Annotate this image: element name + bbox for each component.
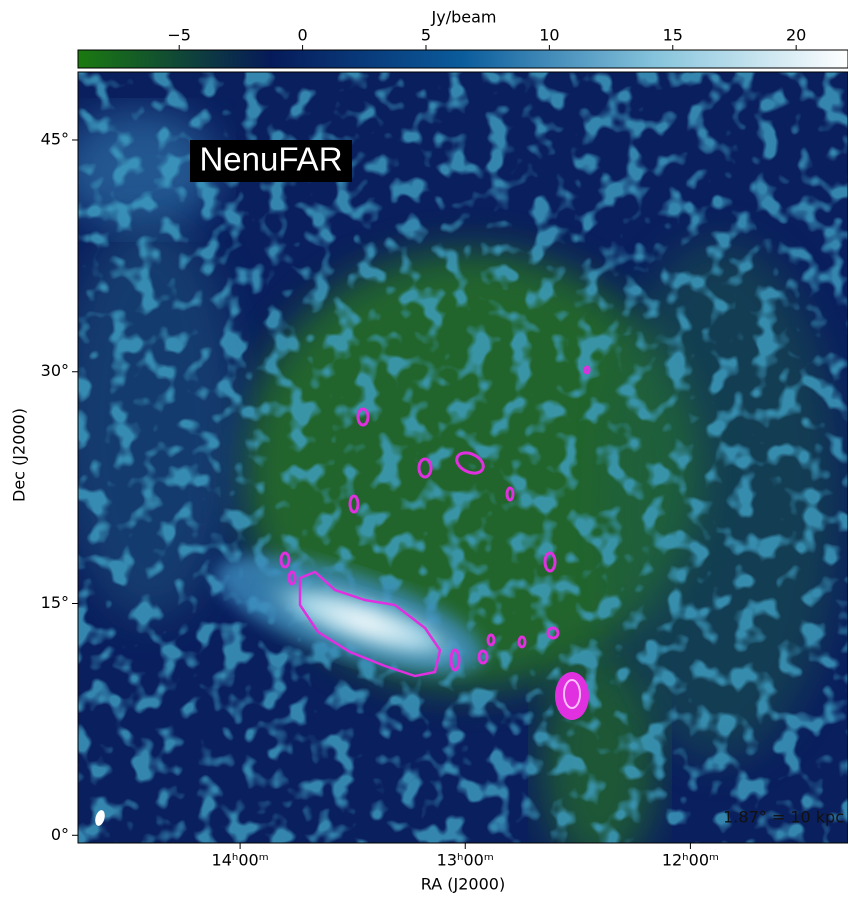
colorbar-label: Jy/beam — [431, 8, 497, 27]
colorbar-tick-label: 0 — [297, 26, 307, 45]
annotation: NenuFAR — [199, 141, 342, 178]
chart: Jy/beam NenuFAR 1.87° = 10 kpc RA (J2000… — [0, 0, 848, 898]
colorbar-tick-label: 5 — [421, 26, 431, 45]
x-axis-label: RA (J2000) — [421, 875, 505, 894]
colorbar-tick-label: 20 — [786, 26, 806, 45]
colorbar-tick-label: −5 — [167, 26, 191, 45]
x-tick-label: 13ʰ00ᵐ — [437, 851, 494, 870]
y-tick-label: 45° — [41, 129, 69, 148]
y-tick-label: 15° — [41, 593, 69, 612]
colorbar — [78, 50, 848, 68]
sky-image — [60, 72, 848, 870]
y-tick-label: 0° — [51, 825, 69, 844]
scale-label: 1.87° = 10 kpc — [723, 808, 844, 827]
x-tick-label: 14ʰ00ᵐ — [212, 851, 269, 870]
colorbar-tick-label: 10 — [539, 26, 559, 45]
colorbar-tick-label: 15 — [663, 26, 683, 45]
y-axis-label: Dec (J2000) — [10, 408, 29, 502]
x-tick-label: 12ʰ00ᵐ — [662, 851, 719, 870]
y-tick-label: 30° — [41, 361, 69, 380]
